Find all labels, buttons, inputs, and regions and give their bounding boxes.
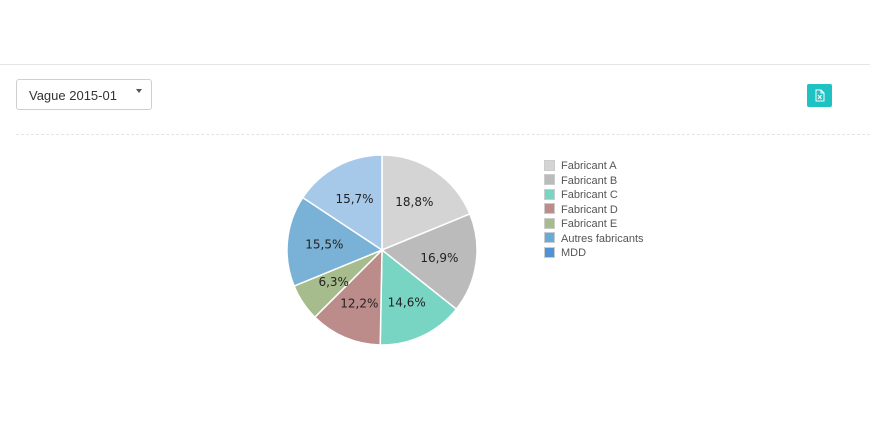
legend-swatch [544, 217, 555, 229]
slice-value-label: 6,3% [318, 275, 349, 289]
pie-slice-1[interactable] [381, 154, 471, 252]
excel-export-icon [807, 84, 832, 107]
legend-item[interactable]: Fabricant C [544, 188, 644, 203]
chart-legend: Fabricant A Fabricant B Fabricant C Fabrica… [544, 159, 644, 261]
legend-swatch [544, 203, 555, 215]
slice-value-label: 15,5% [305, 237, 343, 251]
excel-export-button[interactable] [807, 84, 832, 107]
legend-label: Fabricant D [561, 203, 618, 216]
caret-down-icon [136, 89, 142, 93]
slice-value-label: 12,2% [340, 296, 378, 310]
legend-label: Fabricant B [561, 174, 618, 187]
pie-slice-3[interactable] [379, 248, 458, 346]
legend-item[interactable]: MDD [544, 246, 644, 261]
legend-label: Fabricant A [561, 160, 617, 173]
slice-value-label: 14,6% [388, 296, 426, 310]
legend-item[interactable]: Fabricant D [544, 203, 644, 218]
header-divider [0, 64, 870, 65]
legend-item[interactable]: Fabricant E [544, 217, 644, 232]
legend-label: MDD [561, 247, 587, 260]
legend-label: Autres fabricants [561, 232, 644, 245]
legend-swatch [544, 232, 555, 244]
legend-item[interactable]: Fabricant B [544, 174, 644, 189]
pie-slice-2[interactable] [380, 212, 478, 311]
pie-slice-4[interactable] [313, 248, 383, 346]
wave-select-value: Vague 2015-01 [29, 88, 117, 103]
legend-item[interactable]: Autres fabricants [544, 232, 644, 247]
pie-slice-6[interactable] [286, 196, 384, 288]
legend-swatch [544, 159, 555, 171]
wave-select[interactable]: Vague 2015-01 [16, 79, 152, 110]
slice-value-label: 18,8% [395, 195, 433, 209]
pie-slice-7[interactable] [301, 154, 383, 252]
legend-swatch [544, 188, 555, 200]
legend-label: Fabricant C [561, 189, 618, 202]
slice-value-label: 16,9% [420, 251, 458, 265]
legend-swatch [544, 246, 555, 258]
legend-swatch [544, 174, 555, 186]
section-divider [16, 134, 870, 135]
legend-item[interactable]: Fabricant A [544, 159, 644, 174]
slice-value-label: 15,7% [335, 192, 373, 206]
legend-label: Fabricant E [561, 218, 618, 231]
